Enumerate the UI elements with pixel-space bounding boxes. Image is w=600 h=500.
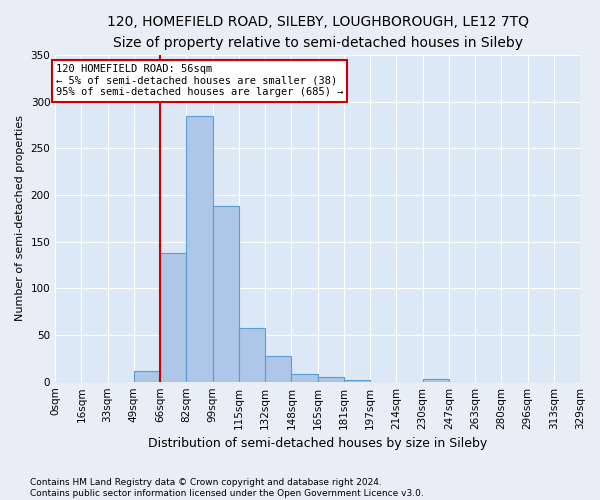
Bar — [187, 116, 212, 382]
Title: 120, HOMEFIELD ROAD, SILEBY, LOUGHBOROUGH, LE12 7TQ
Size of property relative to: 120, HOMEFIELD ROAD, SILEBY, LOUGHBOROUG… — [107, 15, 529, 50]
Bar — [292, 374, 317, 382]
Bar — [239, 328, 265, 382]
Text: Contains HM Land Registry data © Crown copyright and database right 2024.
Contai: Contains HM Land Registry data © Crown c… — [30, 478, 424, 498]
Bar — [212, 206, 239, 382]
X-axis label: Distribution of semi-detached houses by size in Sileby: Distribution of semi-detached houses by … — [148, 437, 487, 450]
Bar — [160, 253, 187, 382]
Bar — [422, 379, 449, 382]
Bar — [265, 356, 292, 382]
Bar — [134, 372, 160, 382]
Text: 120 HOMEFIELD ROAD: 56sqm
← 5% of semi-detached houses are smaller (38)
95% of s: 120 HOMEFIELD ROAD: 56sqm ← 5% of semi-d… — [56, 64, 343, 98]
Bar — [317, 377, 344, 382]
Y-axis label: Number of semi-detached properties: Number of semi-detached properties — [15, 116, 25, 322]
Bar — [344, 380, 370, 382]
